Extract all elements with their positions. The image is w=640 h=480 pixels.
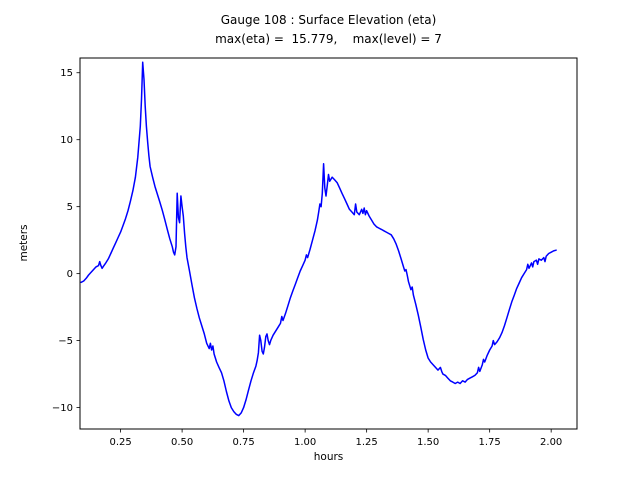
y-tick-label: 5 — [67, 202, 73, 213]
x-tick-label: 1.50 — [417, 437, 439, 448]
x-tick-label: 1.75 — [479, 437, 501, 448]
chart-title-block: Gauge 108 : Surface Elevation (eta) max(… — [80, 11, 577, 49]
y-tick-label: 0 — [67, 269, 73, 280]
eta-series-line — [80, 61, 557, 417]
y-tick-label: −10 — [52, 403, 73, 414]
plot-border — [79, 57, 578, 430]
chart-title: Gauge 108 : Surface Elevation (eta) — [220, 13, 437, 27]
x-tick-label: 1.00 — [294, 437, 316, 448]
x-axis-label: hours — [313, 451, 344, 463]
y-axis-label: meters — [18, 224, 30, 262]
y-tick-label: 10 — [60, 135, 73, 146]
chart-subtitle: max(eta) = 15.779, max(level) = 7 — [215, 32, 442, 46]
x-tick-label: 0.25 — [109, 437, 131, 448]
x-tick-label: 2.00 — [540, 437, 562, 448]
x-tick-label: 1.25 — [356, 437, 378, 448]
x-tick-label: 0.75 — [232, 437, 254, 448]
y-tick-label: 15 — [60, 68, 73, 79]
x-tick-label: 0.50 — [171, 437, 193, 448]
y-tick-label: −5 — [58, 336, 73, 347]
